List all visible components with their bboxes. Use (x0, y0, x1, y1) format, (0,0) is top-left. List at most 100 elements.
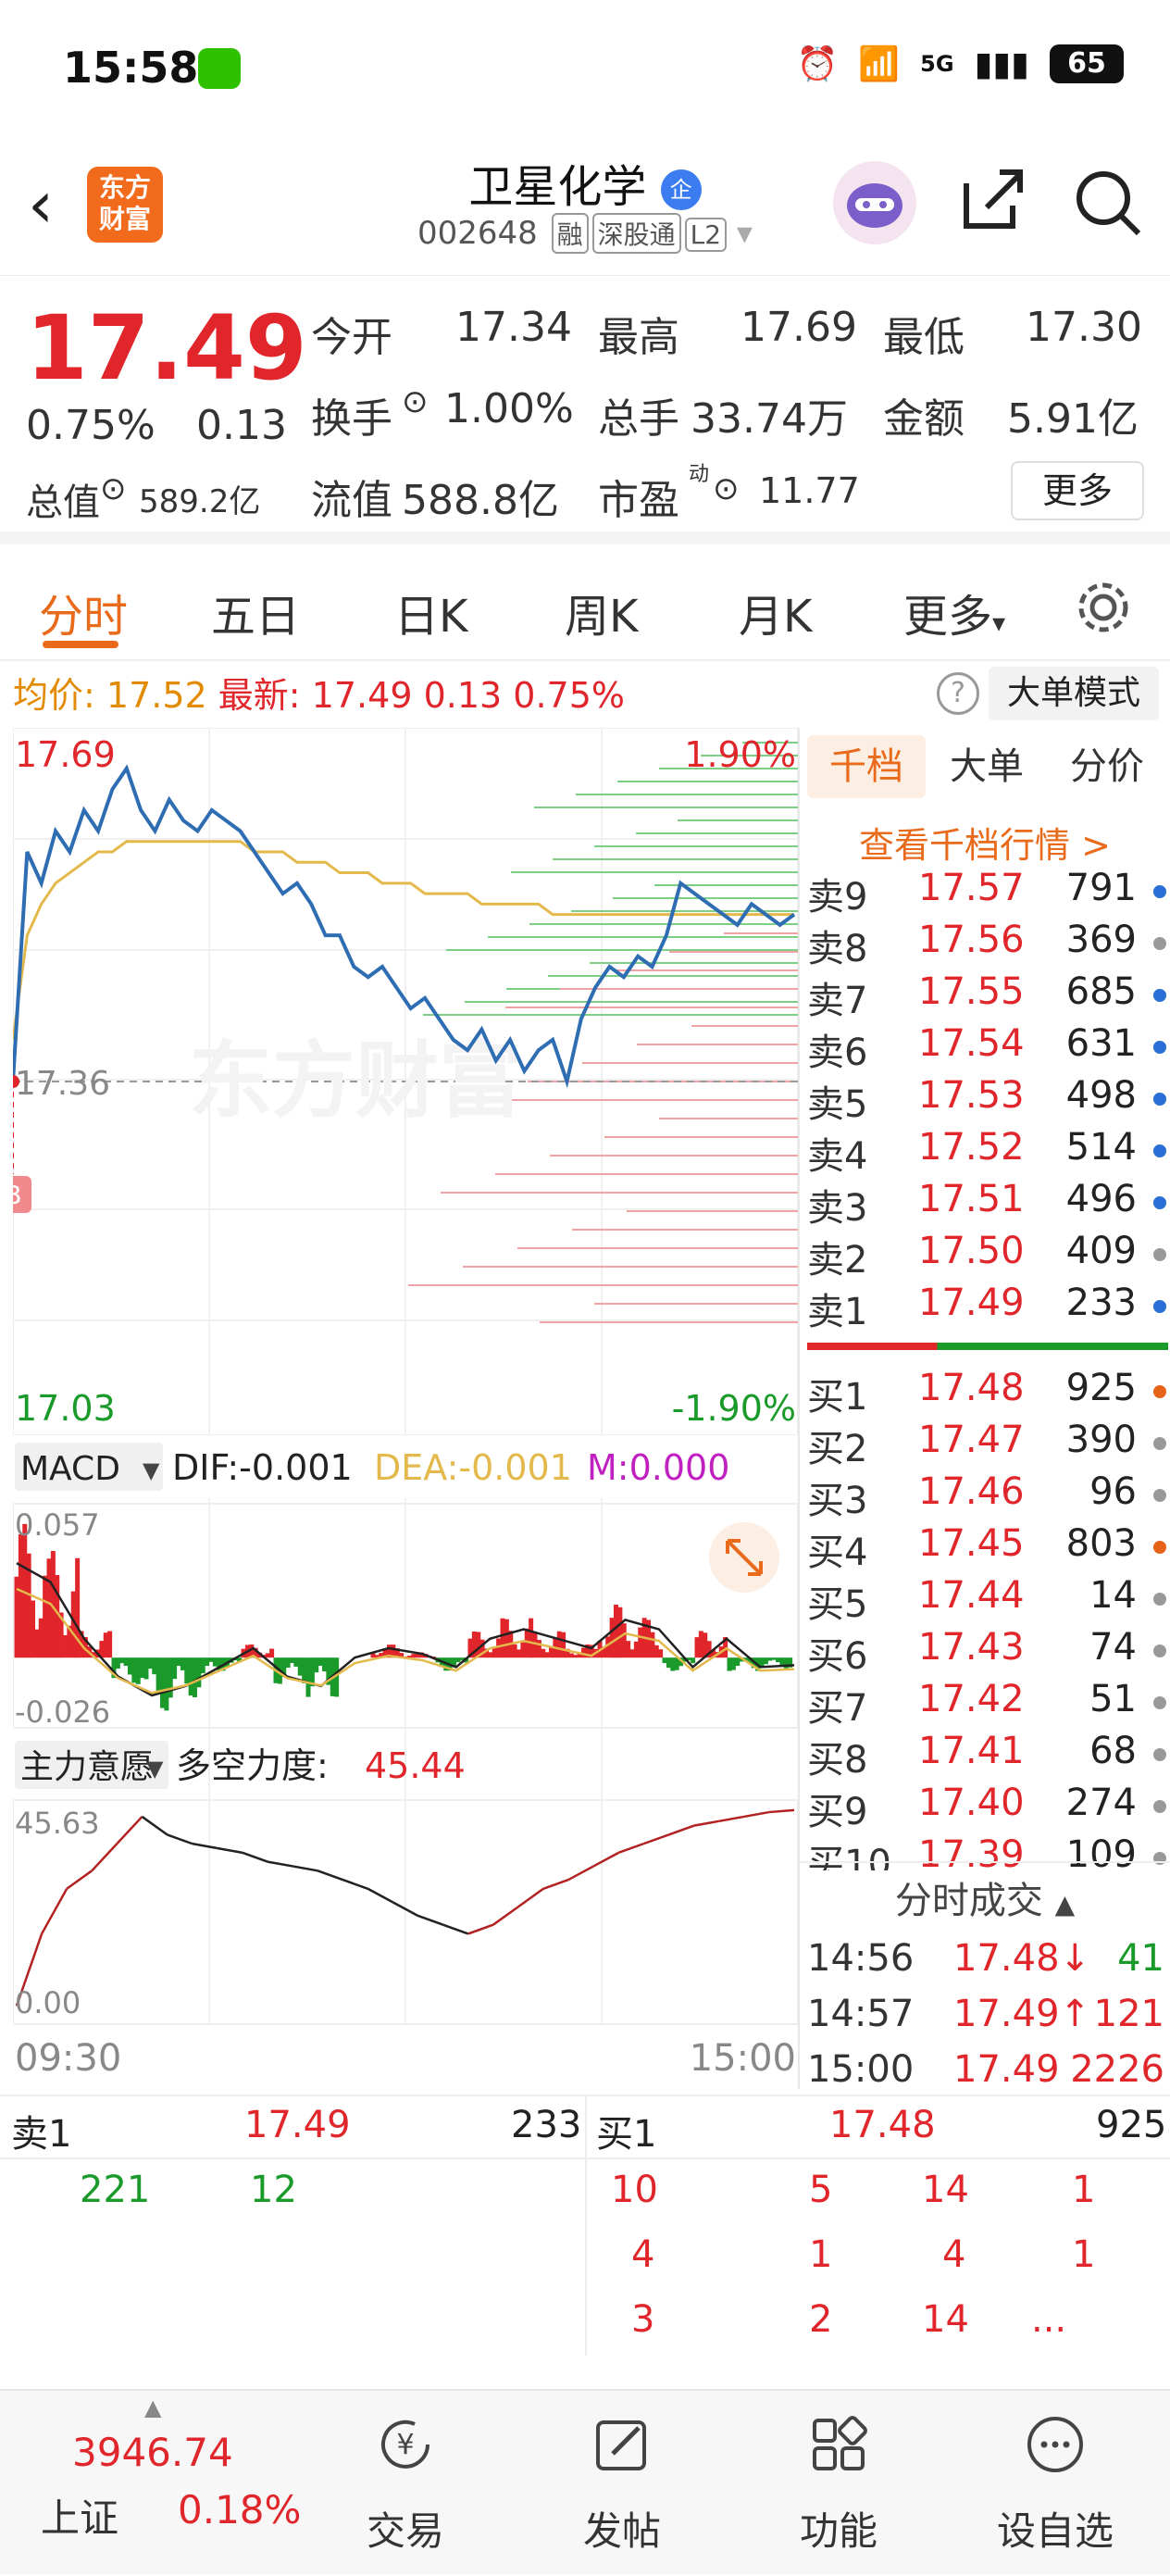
tag-l2: L2 (684, 218, 728, 252)
ask-level-row[interactable]: 卖5 17.53 498 (807, 1074, 1168, 1126)
bid-level-row[interactable]: 买1 17.48 925 (807, 1367, 1168, 1419)
force-line-segment (442, 1923, 469, 1935)
nav-functions-label: 功能 (799, 2508, 878, 2554)
bid-level-row[interactable]: 买5 17.44 14 (807, 1574, 1168, 1626)
settings-gear-icon[interactable] (1074, 578, 1133, 637)
signal-icon: ▮▮▮ (974, 44, 1029, 83)
search-icon[interactable] (1070, 165, 1144, 239)
chart-low-pct: -1.90% (672, 1388, 796, 1429)
tab-price-distribution[interactable]: 分价 (1070, 745, 1144, 788)
force-line-segment (668, 1824, 695, 1836)
info-icon[interactable]: ⊙ (100, 470, 127, 507)
tab-intraday[interactable]: 分时 (39, 591, 129, 643)
help-icon[interactable]: ? (937, 672, 979, 715)
tab-more[interactable]: 更多▾ (903, 591, 1006, 643)
bid-level-label: 买9 (807, 1791, 868, 1833)
tab-daily-k[interactable]: 日K (394, 591, 468, 643)
bid-level-price: 17.40 (918, 1782, 1025, 1824)
index-ticker[interactable]: ▲ 3946.74 上证 0.18% (0, 2391, 301, 2576)
bid-level-row[interactable]: 买9 17.40 274 (807, 1782, 1168, 1833)
bid-level-row[interactable]: 买4 17.45 803 (807, 1522, 1168, 1574)
bid-level-row[interactable]: 买6 17.43 74 (807, 1626, 1168, 1678)
ask-level-dot (1153, 1196, 1166, 1209)
turnover-info-icon[interactable]: ⊙ (402, 383, 429, 420)
time-sales-title: 分时成交 (894, 1880, 1043, 1922)
ask-level-row[interactable]: 卖1 17.49 233 (807, 1282, 1168, 1333)
force-line-segment (342, 1878, 368, 1890)
back-icon[interactable]: ‹ (28, 167, 54, 243)
force-line-segment (617, 1842, 644, 1855)
ask-level-dot (1153, 937, 1166, 950)
ask-level-row[interactable]: 卖4 17.52 514 (807, 1126, 1168, 1178)
avg-value: 17.52 (106, 675, 207, 716)
chart-high-label: 17.69 (15, 734, 116, 775)
float-value: 588.8亿 (402, 477, 559, 524)
mktcap-label: 总值 (26, 481, 100, 524)
big-order-mode-button[interactable]: 大单模式 (989, 667, 1159, 720)
ask-level-row[interactable]: 卖2 17.50 409 (807, 1230, 1168, 1282)
dropdown-icon[interactable]: ▾ (736, 215, 753, 252)
stock-header: ‹ 东方 财富 卫星化学 企 002648 融深股通 L2 ▾ (0, 139, 1170, 276)
buy-queue-item: 5 (809, 2169, 833, 2211)
ask-level-dot (1153, 1041, 1166, 1054)
tick-volume: 2226 (1070, 2048, 1164, 2091)
ask-level-volume: 631 (1065, 1022, 1137, 1065)
force-line-segment (642, 1833, 669, 1845)
tab-big-orders[interactable]: 大单 (950, 745, 1024, 788)
ask-level-price: 17.52 (918, 1126, 1025, 1169)
macd-select-arrow: ▼ (143, 1457, 160, 1483)
volume-label: 总手 (598, 395, 679, 443)
bid-level-row[interactable]: 买8 17.41 68 (807, 1730, 1168, 1782)
queue-buy-volume: 925 (1096, 2104, 1167, 2146)
tab-five-day[interactable]: 五日 (211, 591, 301, 643)
bid-level-row[interactable]: 买3 17.46 96 (807, 1470, 1168, 1522)
battery-icon: 65 (1050, 44, 1124, 83)
bottom-nav: ▲ 3946.74 上证 0.18% ¥ 交易 发帖 功能 设自选 (0, 2389, 1170, 2574)
view-depth-link[interactable]: 查看千档行情 > (859, 825, 1111, 866)
ask-level-label: 卖4 (807, 1135, 868, 1178)
force-line-segment (15, 1933, 44, 2007)
pe-info-icon[interactable]: ⊙ (713, 470, 740, 507)
logo-line2: 财富 (98, 204, 151, 234)
ask-level-row[interactable]: 卖7 17.55 685 (807, 970, 1168, 1022)
force-line-segment (66, 1869, 93, 1890)
price-line (11, 764, 796, 1089)
tab-more-label: 更多 (903, 591, 993, 643)
bid-level-row[interactable]: 买10 17.39 109 (807, 1833, 1168, 1870)
avg-label: 均价: (13, 675, 95, 716)
ask-level-price: 17.51 (918, 1178, 1025, 1220)
queue-buy-label: 买1 (596, 2113, 657, 2156)
bid-level-volume: 51 (1089, 1678, 1137, 1720)
amount-value: 5.91亿 (1007, 395, 1139, 443)
app-logo[interactable]: 东方 财富 (87, 167, 163, 243)
tab-level-depth[interactable]: 千档 (807, 735, 926, 798)
last-price: 17.49 (26, 296, 307, 400)
ask-level-row[interactable]: 卖8 17.56 369 (807, 919, 1168, 970)
tick-price: 17.48↓ (953, 1937, 1091, 1980)
tab-weekly-k[interactable]: 周K (565, 591, 639, 643)
tab-monthly-k[interactable]: 月K (739, 591, 813, 643)
chart-area[interactable]: 东方财富 B 17.69 17.03 1.90% -1.90% 17.36 MACD ▼ DIF:… (0, 727, 799, 2089)
time-sales-header[interactable]: 分时成交 ▲ (894, 1880, 1076, 1922)
ask-level-row[interactable]: 卖6 17.54 631 (807, 1022, 1168, 1074)
share-icon[interactable] (959, 165, 1027, 233)
assistant-robot-icon[interactable] (833, 161, 916, 244)
bid-level-label: 买8 (807, 1739, 868, 1782)
ask-level-row[interactable]: 卖9 17.57 791 (807, 867, 1168, 919)
bid-level-row[interactable]: 买2 17.47 390 (807, 1419, 1168, 1470)
nav-trade[interactable]: ¥ 交易 (313, 2391, 498, 2576)
bid-level-row[interactable]: 买7 17.42 51 (807, 1678, 1168, 1730)
active-tab-underline (43, 641, 118, 648)
nav-functions[interactable]: 功能 (746, 2391, 931, 2576)
nav-add-watchlist[interactable]: 设自选 (963, 2391, 1148, 2576)
pe-value: 11.77 (759, 470, 860, 511)
more-button[interactable]: 更多 (1011, 461, 1144, 520)
intraday-chart[interactable]: 东方财富 B 17.69 17.03 1.90% -1.90% 17.36 MACD ▼ DIF:… (0, 727, 799, 2089)
buy-queue-item: 14 (922, 2169, 969, 2211)
nav-post[interactable]: 发帖 (529, 2391, 715, 2576)
nav-trade-label: 交易 (366, 2508, 444, 2554)
force-line-segment (592, 1851, 619, 1868)
ask-level-row[interactable]: 卖3 17.51 496 (807, 1178, 1168, 1230)
sell-queue-item: 12 (250, 2169, 297, 2211)
macd-dif: DIF:-0.001 (172, 1447, 353, 1488)
